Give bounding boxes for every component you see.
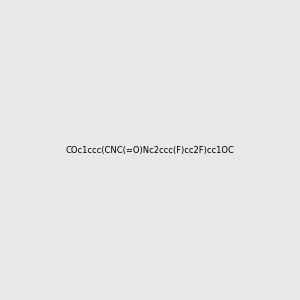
Text: COc1ccc(CNC(=O)Nc2ccc(F)cc2F)cc1OC: COc1ccc(CNC(=O)Nc2ccc(F)cc2F)cc1OC bbox=[66, 146, 234, 154]
